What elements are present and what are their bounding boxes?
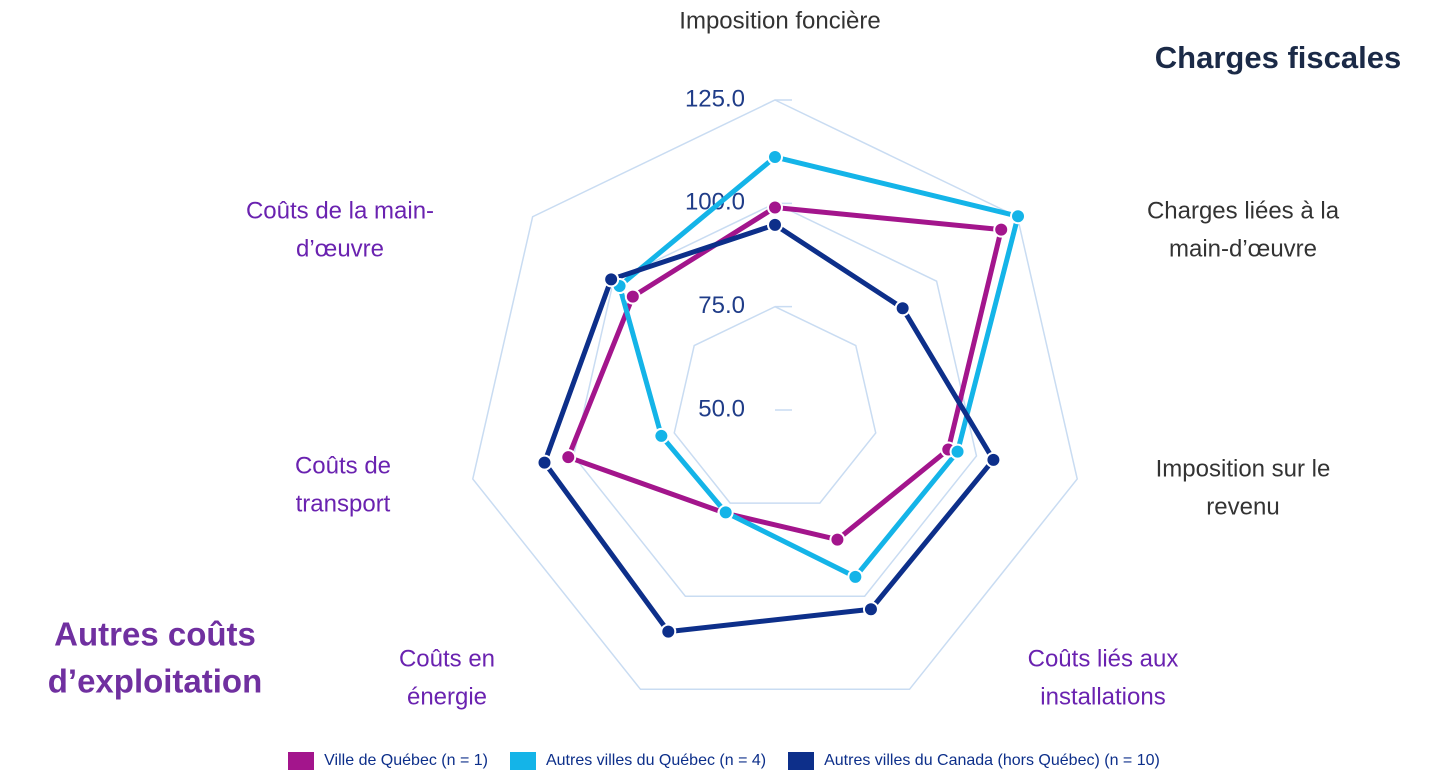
data-point: [603, 271, 620, 288]
legend-swatch: [288, 752, 315, 770]
data-point: [653, 427, 670, 444]
data-point: [536, 454, 553, 471]
category-label: Coûts de: [295, 452, 391, 479]
legend-item: Ville de Québec (n = 1): [288, 752, 488, 770]
legend-label: Autres villes du Canada (hors Québec) (n…: [824, 752, 1160, 769]
category-label: Coûts liés aux: [1028, 645, 1179, 672]
category-label: d’œuvre: [296, 235, 384, 262]
category-label: Coûts en: [399, 645, 495, 672]
legend-item: Autres villes du Canada (hors Québec) (n…: [788, 752, 1160, 770]
data-point: [1010, 208, 1027, 225]
legend-item: Autres villes du Québec (n = 4): [509, 752, 767, 770]
category-label: main-d’œuvre: [1169, 235, 1317, 262]
legend-label: Autres villes du Québec (n = 4): [545, 752, 767, 769]
data-point: [624, 288, 641, 305]
grid-ring: [572, 202, 978, 597]
r-tick-label: 125.0: [685, 85, 745, 112]
r-tick-label: 75.0: [698, 292, 745, 319]
legend: Ville de Québec (n = 1) Autres villes du …: [0, 752, 1448, 770]
data-point: [894, 300, 911, 317]
legend-label: Ville de Québec (n = 1): [324, 752, 488, 769]
series-line: [617, 154, 1021, 580]
category-label: installations: [1040, 683, 1165, 710]
series-line: [565, 204, 1004, 543]
series-line: [542, 222, 996, 635]
grid-ring: [673, 305, 877, 504]
category-label: Coûts de la main-: [246, 197, 434, 224]
annotation: Autres coûts: [54, 616, 256, 653]
data-point: [829, 531, 846, 548]
category-label: Imposition foncière: [679, 7, 880, 34]
grid-ring: [471, 99, 1079, 691]
chart: Charges fiscales Autres coûts d’exploita…: [48, 7, 1401, 710]
annotation: d’exploitation: [48, 663, 263, 700]
data-point: [717, 504, 734, 521]
legend-swatch: [509, 752, 536, 770]
data-point: [862, 601, 879, 618]
data-point: [847, 568, 864, 585]
data-point: [560, 449, 577, 466]
data-point: [767, 149, 783, 166]
category-label: énergie: [407, 683, 487, 710]
data-point: [767, 216, 783, 233]
data-point: [767, 199, 783, 216]
data-point: [660, 623, 677, 640]
legend-swatch: [788, 752, 815, 770]
r-tick-label: 100.0: [685, 189, 745, 216]
chart-title: Charges fiscales: [1155, 40, 1401, 75]
category-label: transport: [296, 490, 391, 517]
category-label: Imposition sur le: [1156, 455, 1331, 482]
category-label: Charges liées à la: [1147, 197, 1340, 224]
r-tick-label: 50.0: [698, 395, 745, 422]
data-point: [993, 221, 1010, 238]
data-point: [949, 443, 966, 460]
data-point: [985, 451, 1002, 468]
category-label: revenu: [1206, 493, 1279, 520]
